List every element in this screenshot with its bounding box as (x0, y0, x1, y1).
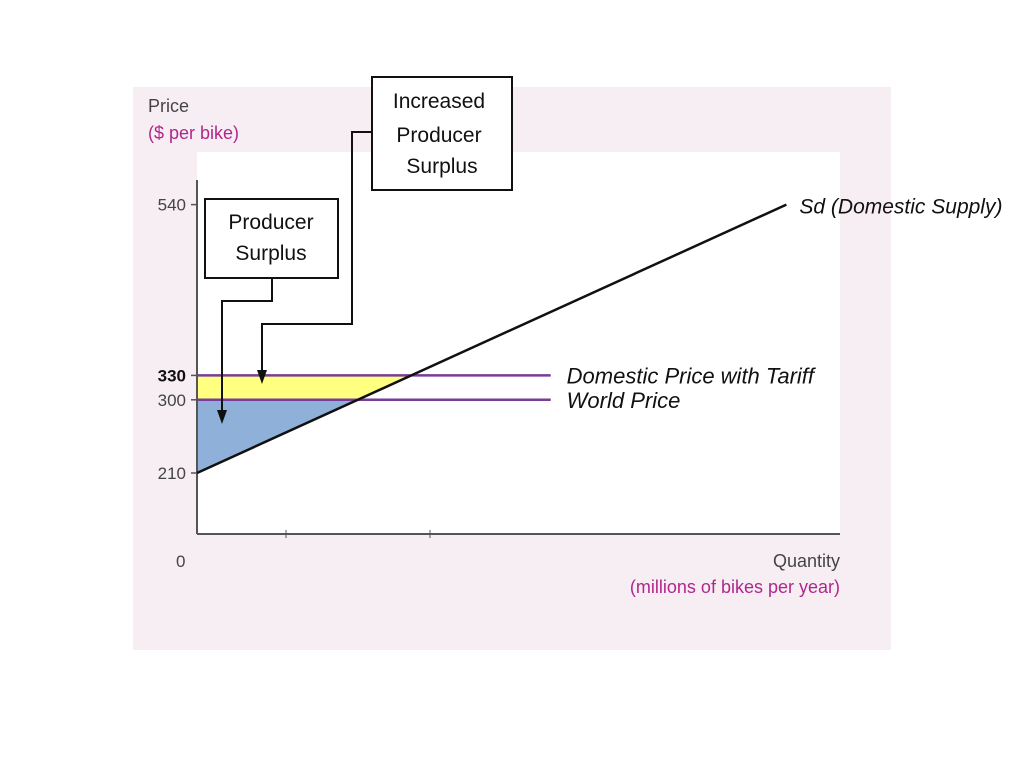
x-axis-title: Quantity (773, 551, 840, 571)
producer-surplus-box-line: Surplus (235, 242, 306, 265)
y-axis-title: Price (148, 96, 189, 116)
increased-producer-surplus-arrowhead (257, 370, 267, 384)
y-ticks: 540 330 300 210 (158, 196, 197, 483)
increased-producer-surplus-box-line: Increased (393, 90, 485, 113)
increased-producer-surplus-callout: Increased Producer Surplus (257, 76, 513, 384)
domestic-supply-line (196, 203, 787, 475)
increased-producer-surplus-box (371, 76, 513, 191)
producer-surplus-callout: Producer Surplus (204, 198, 339, 424)
tariff-price-label: Domestic Price with Tariff (567, 363, 817, 388)
y-tick-label: 210 (158, 464, 186, 483)
domestic-supply-label: Sd (Domestic Supply) (799, 196, 1002, 219)
origin-label: 0 (176, 552, 185, 571)
y-axis-unit: ($ per bike) (148, 123, 239, 143)
increased-producer-surplus-box-line: Producer (396, 124, 481, 147)
increased-producer-surplus-connector (261, 131, 372, 372)
world-price-label: World Price (567, 388, 681, 413)
producer-surplus-box-line: Producer (228, 211, 313, 234)
producer-surplus-box (204, 198, 339, 279)
increased-producer-surplus-box-line: Surplus (406, 155, 477, 178)
x-axis-unit: (millions of bikes per year) (630, 577, 840, 597)
increased-producer-surplus-area (197, 375, 412, 400)
y-tick-label: 300 (158, 391, 186, 410)
producer-surplus-connector (221, 278, 273, 412)
producer-surplus-arrowhead (217, 410, 227, 424)
supply-curve: Sd (Domestic Supply) (196, 196, 1002, 475)
y-tick-label: 330 (158, 366, 186, 385)
y-tick-label: 540 (158, 196, 186, 215)
